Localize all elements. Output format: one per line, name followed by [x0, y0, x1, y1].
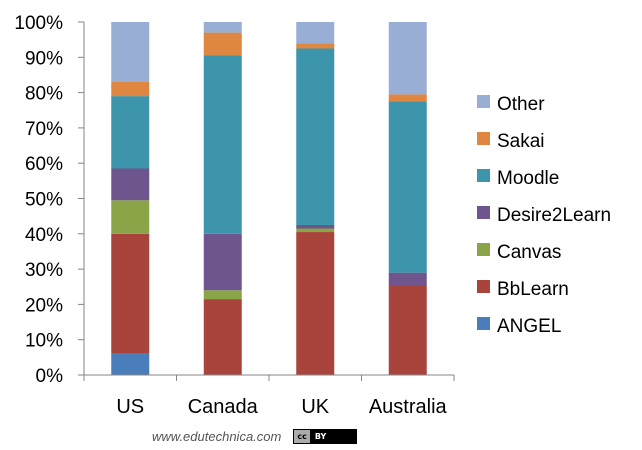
- y-tick-label: 10%: [25, 331, 63, 352]
- y-tick-label: 70%: [25, 119, 63, 140]
- bar-australia-desire2learn: [388, 272, 427, 285]
- footer: www.edutechnica.com cc BY: [152, 428, 358, 444]
- bar-australia-bblearn: [388, 284, 427, 375]
- bar-uk-desire2learn: [296, 224, 335, 229]
- legend-label-sakai: Sakai: [497, 131, 545, 152]
- y-tick-label: 50%: [25, 190, 63, 211]
- cc-license-badge[interactable]: cc BY: [293, 428, 358, 444]
- bar-us-moodle: [111, 96, 150, 169]
- bar-australia-other: [388, 22, 427, 95]
- bar-us-bblearn: [111, 233, 150, 354]
- bar-canada-sakai: [203, 32, 242, 56]
- legend-swatch-canvas: [477, 243, 490, 256]
- y-tick-label: 100%: [14, 13, 63, 34]
- legend: Other Sakai Moodle Desire2Learn Canvas BbLear…: [477, 94, 611, 337]
- legend-swatch-sakai: [477, 132, 490, 145]
- y-tick-label: 40%: [25, 225, 63, 246]
- bar-canada-canvas: [203, 290, 242, 300]
- y-tick-label: 0%: [36, 366, 64, 387]
- bar-us-desire2learn: [111, 168, 150, 201]
- legend-label-bblearn: BbLearn: [497, 279, 569, 300]
- legend-label-other: Other: [497, 94, 545, 115]
- legend-swatch-other: [477, 95, 490, 108]
- bar-uk-bblearn: [296, 232, 335, 375]
- x-tick-label-australia: Australia: [369, 396, 448, 418]
- legend-label-angel: ANGEL: [497, 316, 561, 337]
- bar-canada-other: [203, 22, 242, 33]
- legend-swatch-moodle: [477, 169, 490, 182]
- legend-label-desire2learn: Desire2Learn: [497, 205, 611, 226]
- source-credit[interactable]: www.edutechnica.com: [152, 428, 282, 444]
- bar-canada-moodle: [203, 55, 242, 234]
- stacked-bar-chart: US Canada UK Australia 0% 10% 20% 30% 40% 50% 60% 7…: [14, 13, 611, 418]
- legend-swatch-angel: [477, 317, 490, 330]
- bar-uk-sakai: [296, 43, 335, 49]
- bar-uk-moodle: [296, 48, 335, 225]
- bar-us-angel: [111, 353, 150, 375]
- legend-label-canvas: Canvas: [497, 242, 561, 263]
- bar-us-other: [111, 22, 150, 83]
- cc-by-label: BY: [309, 429, 357, 443]
- legend-label-moodle: Moodle: [497, 168, 559, 189]
- legend-swatch-desire2learn: [477, 206, 490, 219]
- y-tick-label: 80%: [25, 84, 63, 105]
- bar-canada-bblearn: [203, 299, 242, 375]
- y-tick-label: 90%: [25, 48, 63, 69]
- bars-group: [111, 22, 427, 375]
- y-tick-label: 20%: [25, 295, 63, 316]
- bar-canada-desire2learn: [203, 233, 242, 291]
- y-tick-label: 60%: [25, 154, 63, 175]
- bar-uk-canvas: [296, 228, 335, 233]
- y-tick-label: 30%: [25, 260, 63, 281]
- legend-swatch-bblearn: [477, 280, 490, 293]
- bar-us-canvas: [111, 200, 150, 234]
- axes-group: US Canada UK Australia 0% 10% 20% 30% 40% 50% 60% 7…: [14, 13, 455, 418]
- bar-us-sakai: [111, 82, 150, 97]
- x-tick-label-uk: UK: [301, 396, 329, 418]
- cc-icon: cc: [294, 429, 310, 443]
- x-tick-label-canada: Canada: [188, 396, 259, 418]
- bar-uk-other: [296, 22, 335, 44]
- x-tick-label-us: US: [116, 396, 144, 418]
- bar-australia-moodle: [388, 101, 427, 273]
- bar-australia-sakai: [388, 94, 427, 102]
